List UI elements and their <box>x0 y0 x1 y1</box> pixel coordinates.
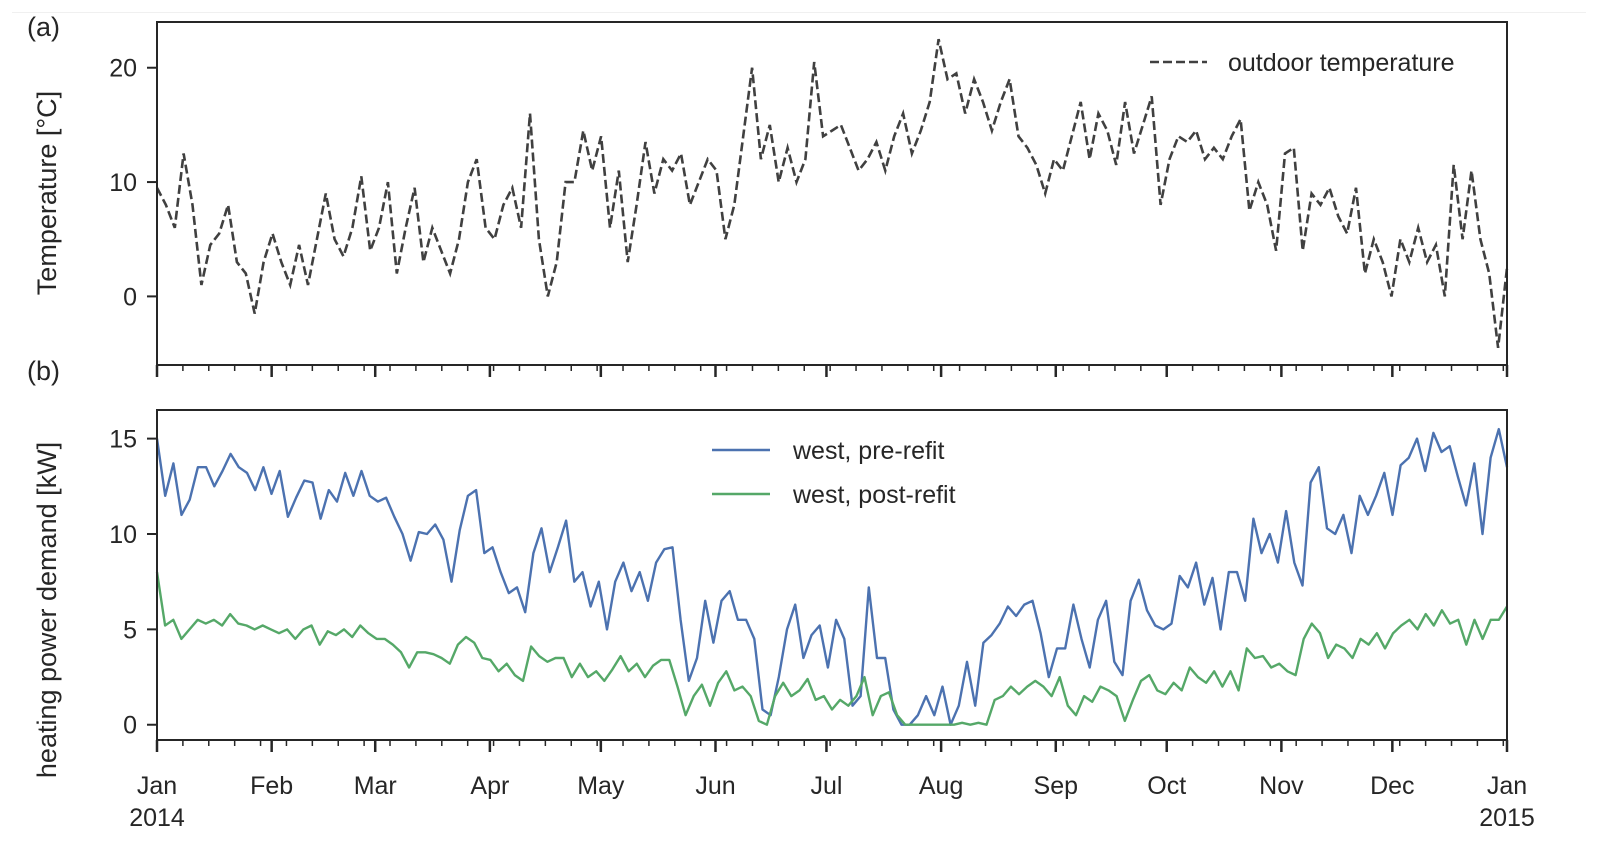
series-outdoor-temperature <box>155 38 1509 349</box>
panel-b: (b) heating power demand [kW] 0 5 10 15 Jan… <box>27 356 1535 832</box>
ytick-label: 5 <box>123 616 137 644</box>
ytick-label: 0 <box>123 712 137 740</box>
top-border <box>12 12 1586 13</box>
xtick-label: Jul <box>810 772 842 800</box>
series-west-pre-refit <box>155 427 1509 726</box>
xtick-label: 2015 <box>1479 804 1535 832</box>
ytick-label: 15 <box>109 426 137 454</box>
panel-a: (a) Temperature [°C] 0 10 20 outdoor tempe… <box>27 12 1509 377</box>
panel-b-ylabel: heating power demand [kW] <box>32 442 62 778</box>
panel-a-ylabel: Temperature [°C] <box>32 91 62 295</box>
xtick-label: Mar <box>354 772 397 800</box>
panel-a-frame <box>156 21 1508 366</box>
panel-a-xticks <box>155 365 1509 377</box>
xtick-label: Dec <box>1370 772 1414 800</box>
xtick-label: Oct <box>1147 772 1186 800</box>
ytick-label: 10 <box>109 169 137 197</box>
panel-b-yticks: 0 5 10 15 <box>109 426 157 740</box>
panel-b-frame <box>156 409 1508 741</box>
xtick-label: Jun <box>695 772 735 800</box>
ytick-label: 20 <box>109 55 137 83</box>
xtick-label: Apr <box>470 772 509 800</box>
xtick-label: Nov <box>1259 772 1304 800</box>
xtick-label: 2014 <box>129 804 185 832</box>
legend-label-outdoor-temperature: outdoor temperature <box>1228 49 1455 77</box>
panel-a-label: (a) <box>27 12 60 42</box>
panel-b-legend: west, pre-refit west, post-refit <box>712 437 956 509</box>
panel-a-yticks: 0 10 20 <box>109 55 157 311</box>
xtick-label: Aug <box>919 772 963 800</box>
xtick-label: Feb <box>250 772 293 800</box>
xtick-label: May <box>577 772 625 800</box>
panel-a-legend: outdoor temperature <box>1150 49 1455 77</box>
panel-b-label: (b) <box>27 356 60 386</box>
xtick-label: Jan <box>1487 772 1527 800</box>
panel-b-xticks: Jan 2014 Feb Mar Apr May Jun Jul Aug Sep Oct Nov Dec… <box>129 740 1535 832</box>
series-west-post-refit <box>155 571 1509 726</box>
legend-label-post-refit: west, post-refit <box>792 481 956 509</box>
legend-label-pre-refit: west, pre-refit <box>792 437 944 465</box>
xtick-label: Sep <box>1034 772 1078 800</box>
ytick-label: 10 <box>109 521 137 549</box>
xtick-label: Jan <box>137 772 177 800</box>
ytick-label: 0 <box>123 283 137 311</box>
